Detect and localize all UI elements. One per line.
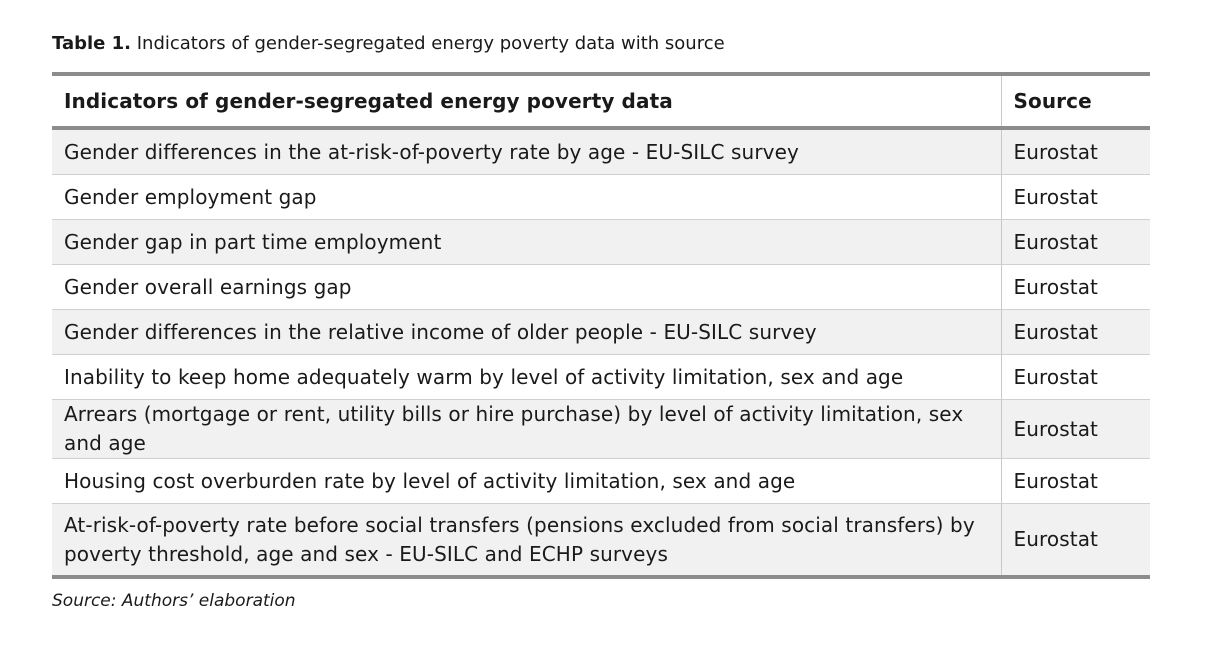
source-cell: Eurostat bbox=[1000, 399, 1150, 459]
table-row: Gender differences in the relative incom… bbox=[52, 309, 1150, 355]
table-row: Inability to keep home adequately warm b… bbox=[52, 354, 1150, 400]
table-row: At-risk-of-poverty rate before social tr… bbox=[52, 503, 1150, 575]
source-cell: Eurostat bbox=[1000, 503, 1150, 575]
indicator-cell: Inability to keep home adequately warm b… bbox=[52, 354, 1001, 400]
source-cell: Eurostat bbox=[1000, 264, 1150, 310]
indicators-table: Indicators of gender-segregated energy p… bbox=[52, 72, 1150, 579]
source-cell: Eurostat bbox=[1000, 128, 1150, 175]
table-caption-text: Indicators of gender-segregated energy p… bbox=[136, 33, 725, 54]
table-row: Gender gap in part time employment Euros… bbox=[52, 219, 1150, 265]
table-caption: Table 1. Indicators of gender-segregated… bbox=[52, 32, 725, 56]
indicator-cell: Arrears (mortgage or rent, utility bills… bbox=[52, 399, 1001, 459]
table-header-row: Indicators of gender-segregated energy p… bbox=[52, 76, 1150, 130]
source-cell: Eurostat bbox=[1000, 458, 1150, 504]
indicator-cell: Housing cost overburden rate by level of… bbox=[52, 458, 1001, 504]
indicator-cell: Gender differences in the at-risk-of-pov… bbox=[52, 128, 1001, 175]
source-cell: Eurostat bbox=[1000, 219, 1150, 265]
indicator-cell: Gender gap in part time employment bbox=[52, 219, 1001, 265]
indicator-cell: At-risk-of-poverty rate before social tr… bbox=[52, 503, 1001, 575]
indicator-cell: Gender overall earnings gap bbox=[52, 264, 1001, 310]
source-cell: Eurostat bbox=[1000, 309, 1150, 355]
indicator-cell: Gender employment gap bbox=[52, 174, 1001, 220]
table-row: Gender employment gap Eurostat bbox=[52, 174, 1150, 220]
table-row: Arrears (mortgage or rent, utility bills… bbox=[52, 399, 1150, 459]
table-caption-label: Table 1. bbox=[52, 33, 131, 54]
table-row: Housing cost overburden rate by level of… bbox=[52, 458, 1150, 504]
header-source: Source bbox=[1000, 76, 1150, 130]
table-row: Gender overall earnings gap Eurostat bbox=[52, 264, 1150, 310]
table-row: Gender differences in the at-risk-of-pov… bbox=[52, 128, 1150, 175]
indicator-cell: Gender differences in the relative incom… bbox=[52, 309, 1001, 355]
header-indicators: Indicators of gender-segregated energy p… bbox=[52, 76, 1001, 130]
source-cell: Eurostat bbox=[1000, 174, 1150, 220]
source-cell: Eurostat bbox=[1000, 354, 1150, 400]
source-footnote: Source: Authors’ elaboration bbox=[52, 591, 296, 611]
